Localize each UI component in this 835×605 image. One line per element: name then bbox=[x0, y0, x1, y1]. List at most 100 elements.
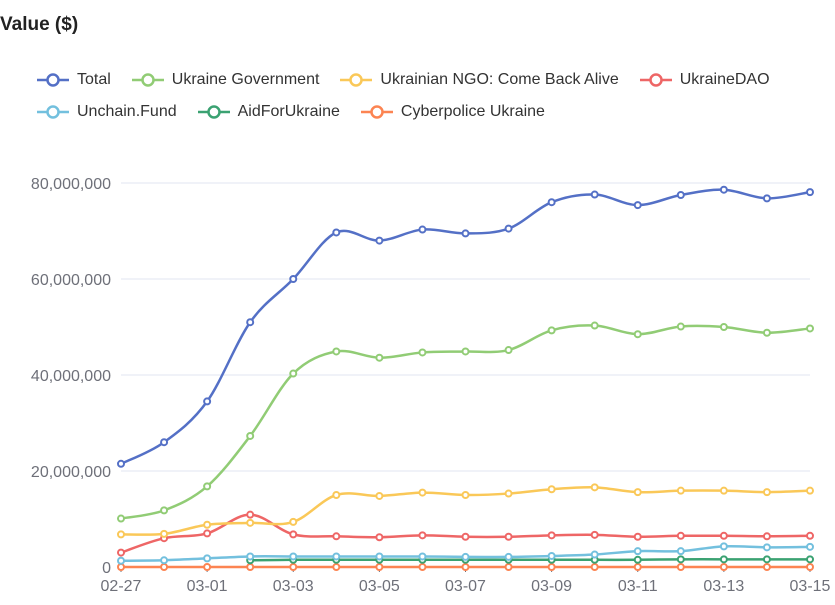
data-point-total[interactable] bbox=[806, 188, 814, 197]
data-point-ukrainian-ngo-come-back-alive[interactable] bbox=[461, 491, 470, 499]
data-point-unchain-fund[interactable] bbox=[547, 551, 556, 560]
legend-item-aidforukraine[interactable]: AidForUkraine bbox=[197, 103, 340, 121]
data-point-ukrainian-ngo-come-back-alive[interactable] bbox=[160, 529, 169, 538]
legend-item-ukrainedao[interactable]: UkraineDAO bbox=[639, 71, 770, 89]
data-point-ukrainedao[interactable] bbox=[461, 532, 470, 541]
data-point-ukrainian-ngo-come-back-alive[interactable] bbox=[719, 486, 728, 495]
data-point-total[interactable] bbox=[160, 438, 169, 447]
data-point-unchain-fund[interactable] bbox=[762, 543, 771, 552]
data-point-total[interactable] bbox=[590, 190, 599, 199]
data-point-ukrainian-ngo-come-back-alive[interactable] bbox=[203, 520, 212, 529]
data-point-cyberpolice-ukraine[interactable] bbox=[762, 563, 771, 571]
data-point-ukrainian-ngo-come-back-alive[interactable] bbox=[504, 489, 513, 498]
legend-item-ukrainian-ngo-come-back-alive[interactable]: Ukrainian NGO: Come Back Alive bbox=[339, 71, 619, 89]
data-point-total[interactable] bbox=[676, 191, 685, 199]
data-point-total[interactable] bbox=[547, 198, 556, 207]
data-point-ukrainian-ngo-come-back-alive[interactable] bbox=[117, 530, 125, 539]
data-point-cyberpolice-ukraine[interactable] bbox=[547, 563, 556, 571]
legend-item-total[interactable]: Total bbox=[36, 71, 111, 89]
data-point-ukrainian-ngo-come-back-alive[interactable] bbox=[547, 485, 556, 494]
data-point-aidforukraine[interactable] bbox=[633, 555, 642, 564]
data-point-cyberpolice-ukraine[interactable] bbox=[719, 563, 728, 571]
data-point-cyberpolice-ukraine[interactable] bbox=[203, 563, 212, 571]
data-point-total[interactable] bbox=[461, 229, 470, 238]
data-point-ukrainian-ngo-come-back-alive[interactable] bbox=[332, 491, 341, 499]
data-point-aidforukraine[interactable] bbox=[719, 555, 728, 564]
data-point-ukrainian-ngo-come-back-alive[interactable] bbox=[590, 483, 599, 492]
data-point-ukrainedao[interactable] bbox=[719, 531, 728, 540]
legend-item-cyberpolice-ukraine[interactable]: Cyberpolice Ukraine bbox=[360, 103, 545, 121]
data-point-total[interactable] bbox=[719, 185, 728, 194]
data-point-ukraine-government[interactable] bbox=[504, 346, 513, 355]
data-point-unchain-fund[interactable] bbox=[203, 554, 212, 563]
data-point-unchain-fund[interactable] bbox=[676, 547, 685, 556]
data-point-ukraine-government[interactable] bbox=[160, 506, 169, 515]
data-point-ukraine-government[interactable] bbox=[418, 348, 427, 357]
data-point-total[interactable] bbox=[762, 194, 771, 203]
data-point-ukrainedao[interactable] bbox=[633, 532, 642, 541]
data-point-total[interactable] bbox=[203, 397, 212, 406]
data-point-unchain-fund[interactable] bbox=[160, 556, 169, 565]
data-point-aidforukraine[interactable] bbox=[762, 555, 771, 564]
data-point-unchain-fund[interactable] bbox=[806, 542, 814, 551]
data-point-total[interactable] bbox=[246, 318, 255, 327]
data-point-ukraine-government[interactable] bbox=[547, 326, 556, 335]
data-point-ukraine-government[interactable] bbox=[246, 431, 255, 440]
data-point-unchain-fund[interactable] bbox=[117, 556, 125, 565]
data-point-cyberpolice-ukraine[interactable] bbox=[418, 563, 427, 571]
data-point-ukrainedao[interactable] bbox=[762, 532, 771, 541]
data-point-ukrainian-ngo-come-back-alive[interactable] bbox=[762, 488, 771, 497]
data-point-cyberpolice-ukraine[interactable] bbox=[117, 563, 125, 571]
data-point-ukraine-government[interactable] bbox=[806, 324, 814, 333]
data-point-unchain-fund[interactable] bbox=[418, 552, 427, 561]
data-point-ukrainian-ngo-come-back-alive[interactable] bbox=[418, 488, 427, 497]
data-point-total[interactable] bbox=[418, 225, 427, 234]
data-point-ukraine-government[interactable] bbox=[676, 322, 685, 331]
data-point-total[interactable] bbox=[289, 275, 298, 283]
data-point-ukraine-government[interactable] bbox=[719, 323, 728, 331]
data-point-aidforukraine[interactable] bbox=[806, 555, 814, 564]
data-point-unchain-fund[interactable] bbox=[719, 542, 728, 551]
data-point-aidforukraine[interactable] bbox=[676, 555, 685, 564]
data-point-cyberpolice-ukraine[interactable] bbox=[504, 563, 513, 571]
data-point-unchain-fund[interactable] bbox=[504, 552, 513, 561]
data-point-ukraine-government[interactable] bbox=[762, 328, 771, 337]
data-point-ukraine-government[interactable] bbox=[289, 369, 298, 378]
data-point-ukrainedao[interactable] bbox=[418, 531, 427, 540]
data-point-unchain-fund[interactable] bbox=[590, 550, 599, 559]
data-point-cyberpolice-ukraine[interactable] bbox=[160, 563, 169, 571]
data-point-cyberpolice-ukraine[interactable] bbox=[676, 563, 685, 571]
data-point-ukrainian-ngo-come-back-alive[interactable] bbox=[246, 518, 255, 527]
data-point-cyberpolice-ukraine[interactable] bbox=[246, 563, 255, 571]
data-point-cyberpolice-ukraine[interactable] bbox=[289, 563, 298, 571]
data-point-ukraine-government[interactable] bbox=[332, 347, 341, 356]
data-point-unchain-fund[interactable] bbox=[246, 552, 255, 561]
data-point-unchain-fund[interactable] bbox=[633, 547, 642, 556]
data-point-cyberpolice-ukraine[interactable] bbox=[375, 563, 384, 571]
data-point-ukraine-government[interactable] bbox=[633, 330, 642, 339]
data-point-cyberpolice-ukraine[interactable] bbox=[806, 563, 814, 571]
data-point-unchain-fund[interactable] bbox=[289, 552, 298, 561]
data-point-cyberpolice-ukraine[interactable] bbox=[590, 563, 599, 571]
data-point-ukrainian-ngo-come-back-alive[interactable] bbox=[289, 517, 298, 526]
data-point-total[interactable] bbox=[504, 224, 513, 233]
data-point-ukrainedao[interactable] bbox=[289, 530, 298, 539]
data-point-ukrainedao[interactable] bbox=[676, 531, 685, 540]
data-point-ukraine-government[interactable] bbox=[461, 347, 470, 356]
data-point-ukrainedao[interactable] bbox=[806, 531, 814, 540]
data-point-cyberpolice-ukraine[interactable] bbox=[633, 563, 642, 571]
data-point-ukrainian-ngo-come-back-alive[interactable] bbox=[806, 486, 814, 495]
data-point-unchain-fund[interactable] bbox=[375, 552, 384, 561]
data-point-ukrainian-ngo-come-back-alive[interactable] bbox=[676, 486, 685, 495]
data-point-ukrainedao[interactable] bbox=[547, 531, 556, 540]
data-point-ukraine-government[interactable] bbox=[590, 321, 599, 330]
data-point-ukrainian-ngo-come-back-alive[interactable] bbox=[633, 488, 642, 497]
data-point-ukrainedao[interactable] bbox=[117, 548, 125, 557]
data-point-ukrainedao[interactable] bbox=[590, 530, 599, 539]
data-point-total[interactable] bbox=[332, 228, 341, 237]
data-point-ukrainedao[interactable] bbox=[375, 533, 384, 542]
legend-item-unchain-fund[interactable]: Unchain.Fund bbox=[36, 103, 177, 121]
data-point-ukrainedao[interactable] bbox=[504, 532, 513, 541]
data-point-total[interactable] bbox=[375, 236, 384, 245]
data-point-cyberpolice-ukraine[interactable] bbox=[332, 563, 341, 571]
